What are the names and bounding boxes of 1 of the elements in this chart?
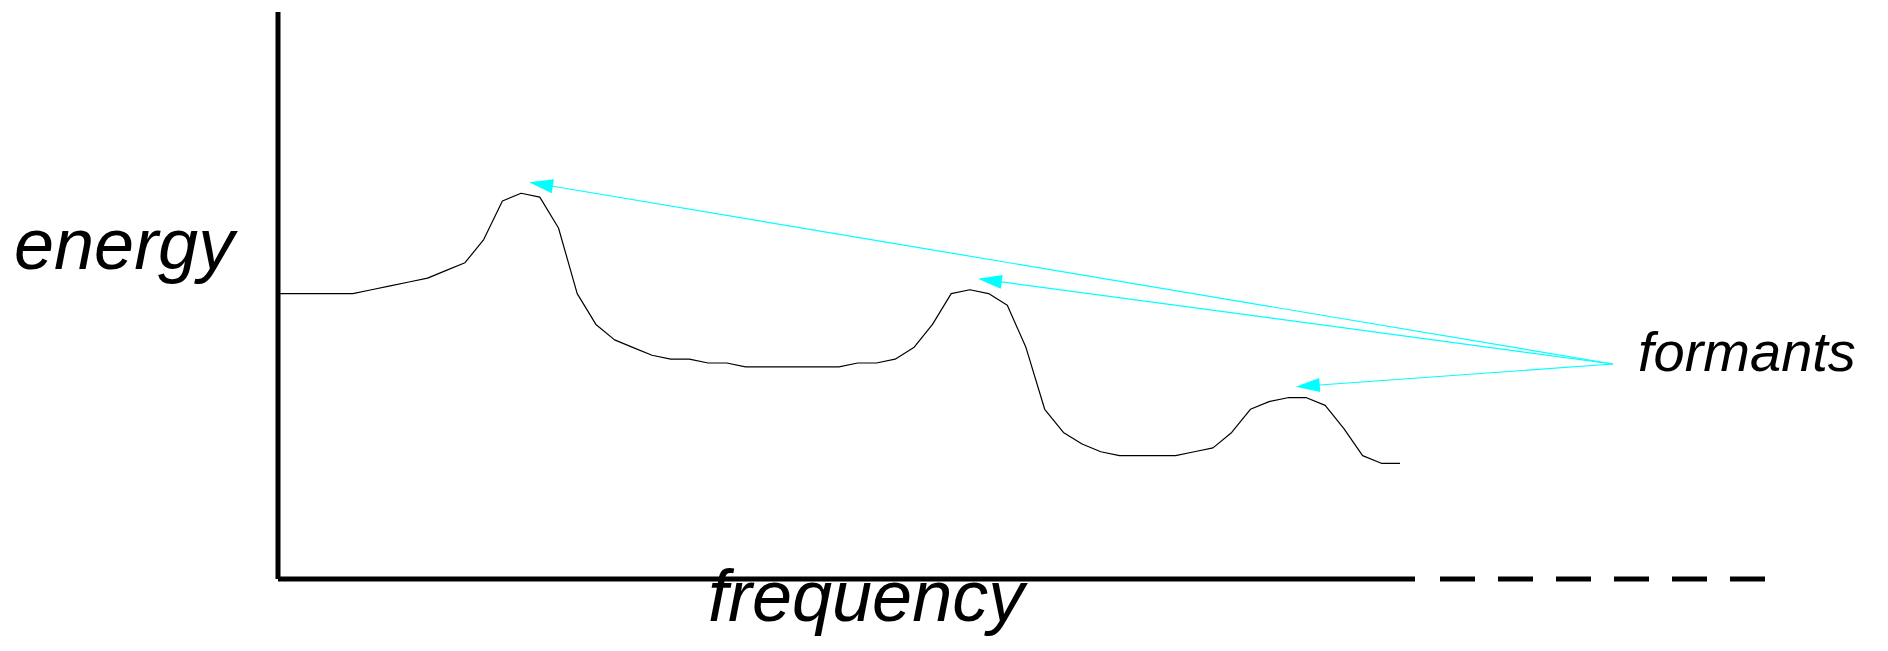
text: formants bbox=[1638, 320, 1856, 383]
